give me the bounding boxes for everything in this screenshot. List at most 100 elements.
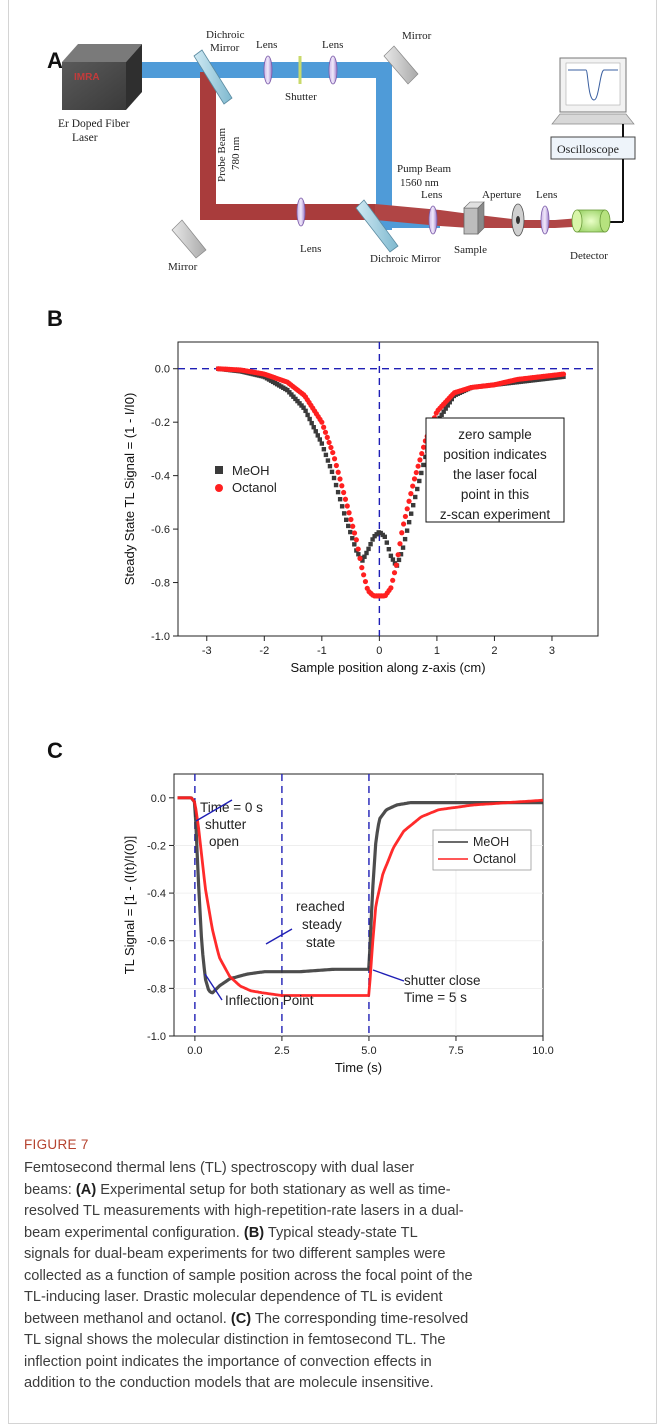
caption-body: Femtosecond thermal lens (TL) spectrosco… bbox=[24, 1158, 644, 1395]
caption-line: between methanol and octanol. (C) The co… bbox=[24, 1310, 469, 1327]
aperture bbox=[511, 203, 525, 237]
meoh-point bbox=[299, 403, 304, 408]
meoh-point bbox=[421, 462, 426, 468]
arrow-steady bbox=[265, 928, 293, 945]
octanol-point bbox=[390, 577, 396, 583]
pump-beam bbox=[132, 62, 440, 230]
meoh-point bbox=[307, 416, 312, 422]
meoh-point bbox=[386, 547, 392, 552]
dichroic-top-line1: Dichroic bbox=[206, 29, 245, 41]
meoh-point bbox=[423, 454, 428, 460]
meoh-point bbox=[388, 553, 394, 559]
meoh-point bbox=[382, 534, 387, 539]
meoh-point bbox=[339, 504, 345, 509]
pump-beam-line2: 1560 nm bbox=[400, 177, 439, 189]
meoh-point bbox=[390, 557, 396, 562]
meoh-point bbox=[285, 387, 290, 393]
x-tick-label: 0 bbox=[376, 645, 382, 657]
x-tick-label: 2.5 bbox=[274, 1045, 289, 1057]
meoh-point bbox=[311, 425, 316, 430]
meoh-point bbox=[321, 447, 327, 452]
plot-frame bbox=[177, 341, 599, 637]
annotation-b-line5: z-scan experiment bbox=[440, 507, 551, 522]
octanol-point bbox=[361, 572, 367, 578]
chart-c: 0.0 2.5 5.0 7.5 10.0 0.0 -0.2 -0.4 -0.6 -0.8 -1.0 T… bbox=[122, 773, 554, 1075]
annotation-b-line2: position indicates bbox=[443, 447, 547, 462]
octanol-point bbox=[395, 552, 401, 558]
meoh-point bbox=[319, 441, 325, 446]
octanol-point bbox=[346, 510, 352, 516]
sample-cuvette bbox=[463, 201, 485, 235]
x-tick-label: -3 bbox=[202, 645, 212, 657]
octanol-point bbox=[344, 503, 350, 509]
octanol-point bbox=[388, 585, 394, 591]
meoh-point bbox=[303, 408, 308, 414]
meoh-point bbox=[287, 390, 292, 395]
meoh-point bbox=[333, 482, 339, 488]
meoh-point bbox=[350, 536, 355, 541]
meoh-point bbox=[364, 550, 369, 556]
panel-c-letter: C bbox=[47, 738, 63, 763]
y-axis-label: Steady State TL Signal = (1 - I/I0) bbox=[122, 393, 137, 586]
arrow-inflection bbox=[204, 973, 223, 1001]
meoh-point bbox=[323, 452, 329, 458]
octanol-point bbox=[420, 444, 427, 450]
laser-label-line2: Laser bbox=[72, 132, 98, 144]
meoh-point bbox=[325, 458, 331, 463]
laser-box: IMRA bbox=[62, 44, 142, 110]
meoh-point bbox=[408, 511, 414, 516]
y-tick-label: -0.4 bbox=[147, 888, 166, 900]
probe-beam-line1: Probe Beam bbox=[216, 127, 228, 182]
meoh-point bbox=[331, 475, 337, 481]
caption-line: addition to the conduction models that a… bbox=[24, 1375, 434, 1391]
meoh-point bbox=[362, 554, 367, 559]
octanol-point bbox=[402, 513, 409, 520]
octanol-point bbox=[339, 483, 345, 489]
octanol-point bbox=[391, 570, 398, 576]
x-tick-label: 7.5 bbox=[448, 1045, 463, 1057]
figure-label: FIGURE 7 bbox=[24, 1137, 89, 1152]
annotation-shutter-open-2: open bbox=[209, 834, 239, 849]
annotation-b-line3: the laser focal bbox=[453, 467, 537, 482]
aperture-label: Aperture bbox=[482, 189, 521, 201]
octanol-point bbox=[419, 450, 425, 457]
x-tick-label: 0.0 bbox=[187, 1045, 202, 1057]
lens-detector-label: Lens bbox=[536, 189, 557, 201]
lens-probe-label: Lens bbox=[300, 243, 321, 255]
octanol-point bbox=[335, 469, 341, 475]
meoh-point bbox=[348, 529, 353, 535]
meoh-point bbox=[317, 437, 323, 442]
x-tick-label: 3 bbox=[549, 645, 555, 657]
y-axis-label: TL Signal = [1 - (I(t)/I(0)] bbox=[122, 836, 137, 975]
detector-label: Detector bbox=[570, 250, 608, 262]
legend-box-c bbox=[432, 829, 532, 871]
annotation-shutter-open-1: shutter bbox=[205, 817, 247, 832]
octanol-point bbox=[326, 439, 332, 446]
meoh-point bbox=[366, 546, 371, 552]
chart-b: -3 -2 -1 0 1 2 3 0.0 -0.2 -0.4 -0.6 -0.8 -1.0 Sample … bbox=[122, 341, 599, 675]
lens-1-label: Lens bbox=[256, 39, 277, 51]
meoh-point bbox=[315, 433, 320, 438]
annotation-b-line4: point in this bbox=[461, 487, 530, 502]
octanol-point bbox=[348, 516, 354, 523]
caption-line: collected as a function of sample positi… bbox=[24, 1267, 473, 1284]
octanol-point bbox=[357, 555, 363, 561]
oscilloscope-box bbox=[550, 136, 636, 160]
panel-b-letter: B bbox=[47, 306, 63, 331]
lens-probe bbox=[296, 197, 306, 227]
meoh-point bbox=[297, 401, 302, 406]
figure-canvas: A IMRA Er Doped Fiber Laser Dichroic Mir… bbox=[47, 29, 636, 1075]
legend-meoh-label: MeOH bbox=[473, 835, 509, 849]
octanol-point bbox=[400, 521, 407, 527]
y-tick-label: -1.0 bbox=[151, 631, 170, 643]
octanol-point bbox=[413, 469, 419, 476]
y-tick-label: -0.2 bbox=[151, 417, 170, 429]
lens-2-label: Lens bbox=[322, 39, 343, 51]
octanol-point bbox=[350, 523, 356, 529]
meoh-point bbox=[419, 470, 424, 476]
octanol-point bbox=[341, 489, 347, 496]
figure-caption: FIGURE 7 Femtosecond thermal lens (TL) s… bbox=[24, 1137, 644, 1395]
x-tick-label: -2 bbox=[259, 645, 269, 657]
meoh-point bbox=[360, 558, 365, 563]
caption-line: resolved TL measurements with high-repet… bbox=[24, 1203, 464, 1219]
